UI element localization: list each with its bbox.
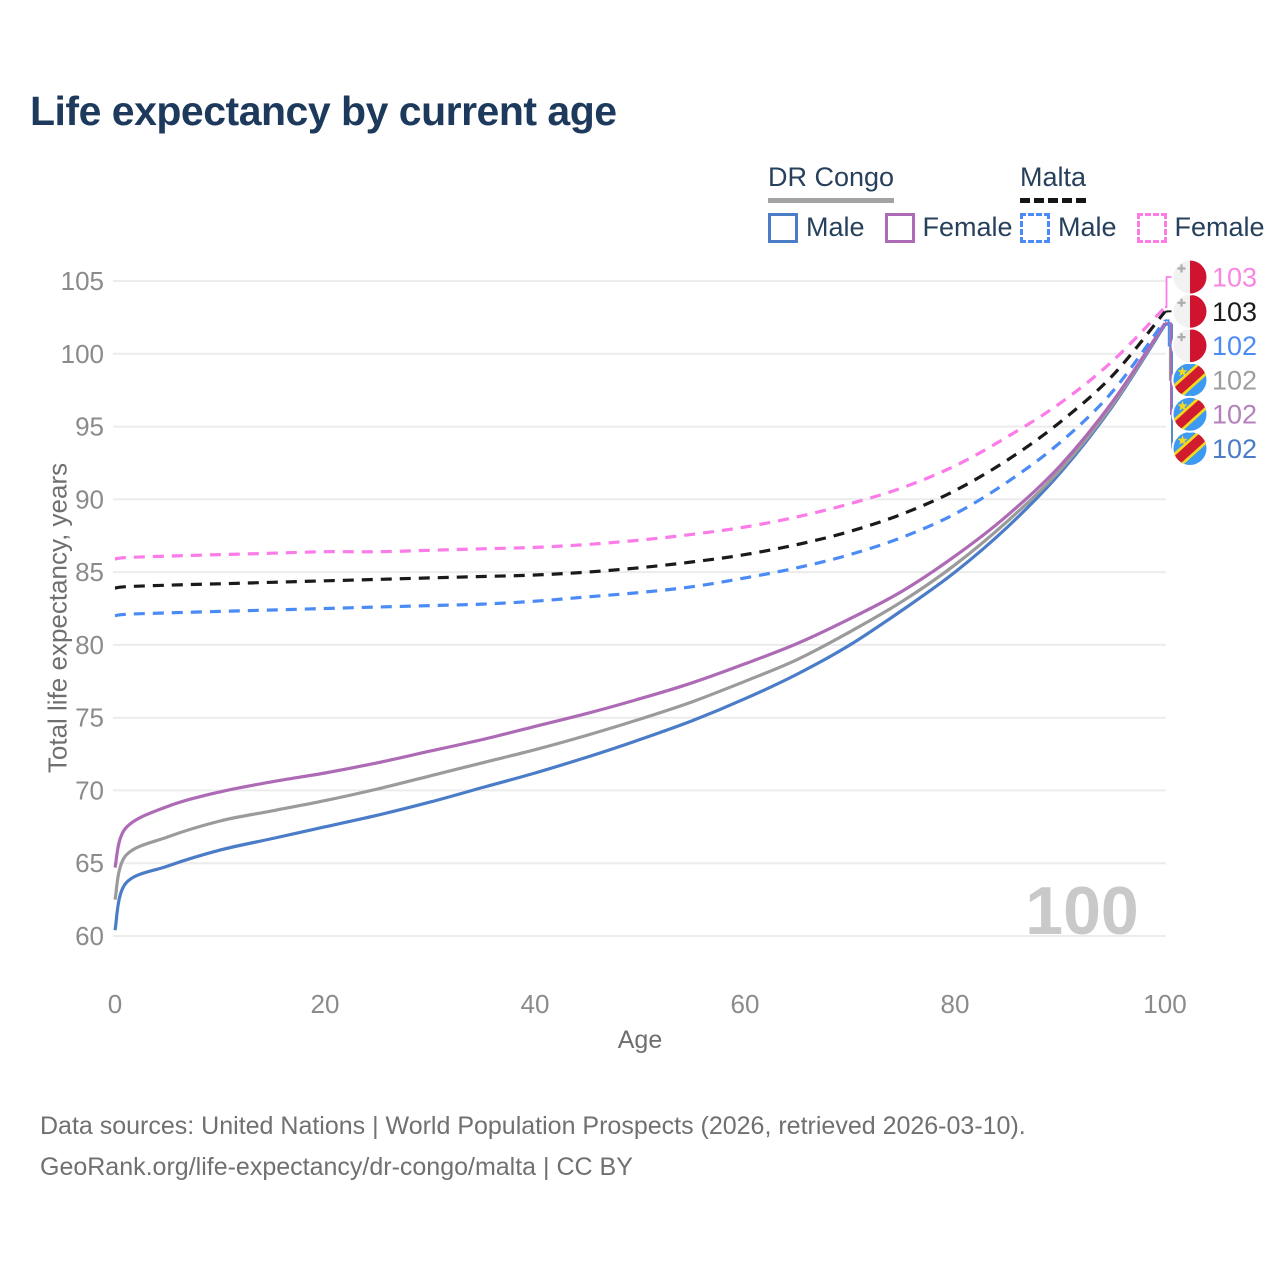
series-line-dr-congo-male[interactable] [113, 323, 1167, 931]
legend-swatch-malta-female[interactable] [1136, 212, 1167, 243]
x-tick-label-60: 60 [731, 989, 760, 1019]
y-tick-label-80: 80 [75, 630, 104, 660]
legend-label-malta-female[interactable]: Female [1174, 212, 1265, 242]
flag-dr-congo-icon [1171, 395, 1209, 433]
x-tick-label-0: 0 [108, 989, 122, 1019]
flag-malta-icon [1171, 258, 1209, 296]
x-tick-label-100: 100 [1143, 989, 1186, 1019]
legend-items-malta: Male Female [1020, 212, 1280, 243]
flag-malta-icon [1171, 292, 1209, 330]
x-tick-label-20: 20 [311, 989, 340, 1019]
flag-dr-congo-icon [1171, 361, 1209, 399]
legend-label-dr-congo-male[interactable]: Male [806, 212, 865, 242]
flag-malta-icon [1171, 327, 1209, 365]
legend-swatch-dr-congo-male[interactable] [768, 212, 798, 243]
y-axis-tick-labels: 60 65 70 75 80 85 90 95 100 105 [61, 266, 104, 951]
end-label-value-malta-female: 103 [1212, 263, 1257, 293]
legend-items-dr-congo: Male Female [768, 212, 1033, 243]
series-line-dr-congo-female[interactable] [113, 322, 1167, 869]
end-label-value-dr-congo-both-sexes: 102 [1212, 365, 1257, 395]
end-label-connectors [1165, 276, 1173, 450]
series-line-dr-congo-both-sexes[interactable] [113, 322, 1167, 900]
legend-group-malta: Malta Male Female [1020, 162, 1280, 243]
y-tick-label-75: 75 [75, 703, 104, 733]
footer-data-sources: Data sources: United Nations | World Pop… [40, 1112, 1026, 1140]
footer-attribution-link[interactable]: GeoRank.org/life-expectancy/dr-congo/mal… [40, 1153, 633, 1181]
end-labels: 102 102 102 102 103 103 [1171, 258, 1257, 467]
age-watermark: 100 [1025, 873, 1139, 949]
legend-group-dr-congo: DR Congo Male Female [768, 162, 1033, 243]
y-tick-label-85: 85 [75, 557, 104, 587]
y-axis-title: Total life expectancy, years [42, 462, 73, 774]
series-line-malta-male[interactable] [114, 319, 1167, 618]
y-tick-label-70: 70 [75, 775, 104, 805]
y-tick-label-100: 100 [61, 339, 104, 369]
end-label-value-malta-male: 102 [1212, 331, 1257, 361]
x-axis-title: Age [617, 1026, 663, 1054]
y-tick-label-65: 65 [75, 848, 104, 878]
x-tick-label-80: 80 [941, 989, 970, 1019]
legend-swatch-malta-male[interactable] [1020, 212, 1050, 243]
connector-malta-female [1165, 276, 1172, 309]
connector-malta-male [1165, 319, 1172, 347]
series-line-malta-female[interactable] [114, 306, 1167, 561]
footer: Data sources: United Nations | World Pop… [40, 1106, 1026, 1188]
x-tick-label-40: 40 [521, 989, 550, 1019]
legend-swatch-dr-congo-female[interactable] [884, 212, 915, 243]
y-tick-label-95: 95 [75, 412, 104, 442]
end-label-value-malta-both-sexes: 103 [1212, 297, 1257, 327]
y-tick-label-60: 60 [75, 921, 104, 951]
page-title: Life expectancy by current age [30, 88, 617, 134]
legend-label-dr-congo-female[interactable]: Female [922, 212, 1013, 242]
legend-label-malta-male[interactable]: Male [1058, 212, 1117, 242]
end-label-value-dr-congo-male: 102 [1212, 434, 1257, 464]
legend-country-malta[interactable]: Malta [1020, 162, 1087, 203]
end-label-value-dr-congo-female: 102 [1212, 400, 1257, 430]
legend-country-dr-congo[interactable]: DR Congo [768, 162, 895, 203]
y-tick-label-105: 105 [61, 266, 104, 296]
series-line-malta-both-sexes[interactable] [114, 310, 1167, 590]
y-tick-label-90: 90 [75, 484, 104, 514]
series-lines [113, 306, 1167, 931]
x-axis-tick-labels: 0 20 40 60 80 100 [108, 989, 1187, 1019]
flag-dr-congo-icon [1171, 430, 1209, 467]
